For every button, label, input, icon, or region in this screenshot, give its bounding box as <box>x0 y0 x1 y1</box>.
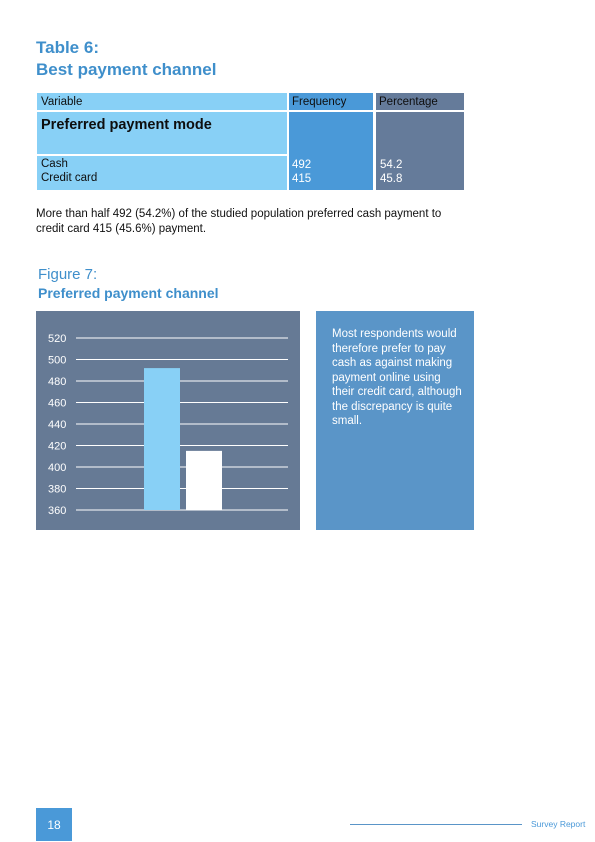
y-tick-label: 500 <box>48 355 66 367</box>
y-tick-label: 520 <box>48 333 66 345</box>
y-tick-label: 380 <box>48 484 66 496</box>
summary-paragraph: More than half 492 (54.2%) of the studie… <box>36 208 442 235</box>
variable-cell: Cash Credit card <box>37 156 287 190</box>
note-panel: Most respondents would therefore prefer … <box>316 311 474 530</box>
header-frequency: Frequency <box>289 93 373 110</box>
footer-rule <box>350 824 522 825</box>
frequency-credit-card: 415 <box>292 173 312 185</box>
y-tick-label: 460 <box>48 398 66 410</box>
footer-label: Survey Report <box>531 819 586 829</box>
frequency-column-block <box>289 112 373 190</box>
y-tick-label: 480 <box>48 376 66 388</box>
bar-chart: 520 500 480 460 440 420 400 380 360 <box>48 333 288 517</box>
bar-cash <box>144 368 180 510</box>
figure-title: Preferred payment channel <box>38 285 219 301</box>
bar-credit-card <box>186 450 222 510</box>
header-variable: Variable <box>37 93 287 110</box>
percentage-values: 54.2 45.8 <box>378 157 458 189</box>
header-percentage: Percentage <box>376 93 464 110</box>
variable-cash: Cash <box>41 158 68 170</box>
percentage-credit-card: 45.8 <box>380 173 403 185</box>
y-tick-label: 360 <box>48 505 66 517</box>
percentage-cash: 54.2 <box>380 159 403 171</box>
bar-chart-panel: 520 500 480 460 440 420 400 380 360 <box>36 311 300 530</box>
figure-number: Figure 7: <box>38 266 98 283</box>
page-number: 18 <box>36 808 72 841</box>
frequency-cash: 492 <box>292 159 312 171</box>
variable-credit-card: Credit card <box>41 172 98 184</box>
y-tick-label: 400 <box>48 462 66 474</box>
y-tick-label: 440 <box>48 419 66 431</box>
table-title: Best payment channel <box>36 60 217 79</box>
group-label: Preferred payment mode <box>37 112 287 154</box>
table-number: Table 6: <box>36 38 99 57</box>
percentage-column-block <box>376 112 464 190</box>
note-text: Most respondents would therefore prefer … <box>332 328 462 427</box>
y-tick-label: 420 <box>48 441 66 453</box>
frequency-values: 492 415 <box>290 157 370 189</box>
